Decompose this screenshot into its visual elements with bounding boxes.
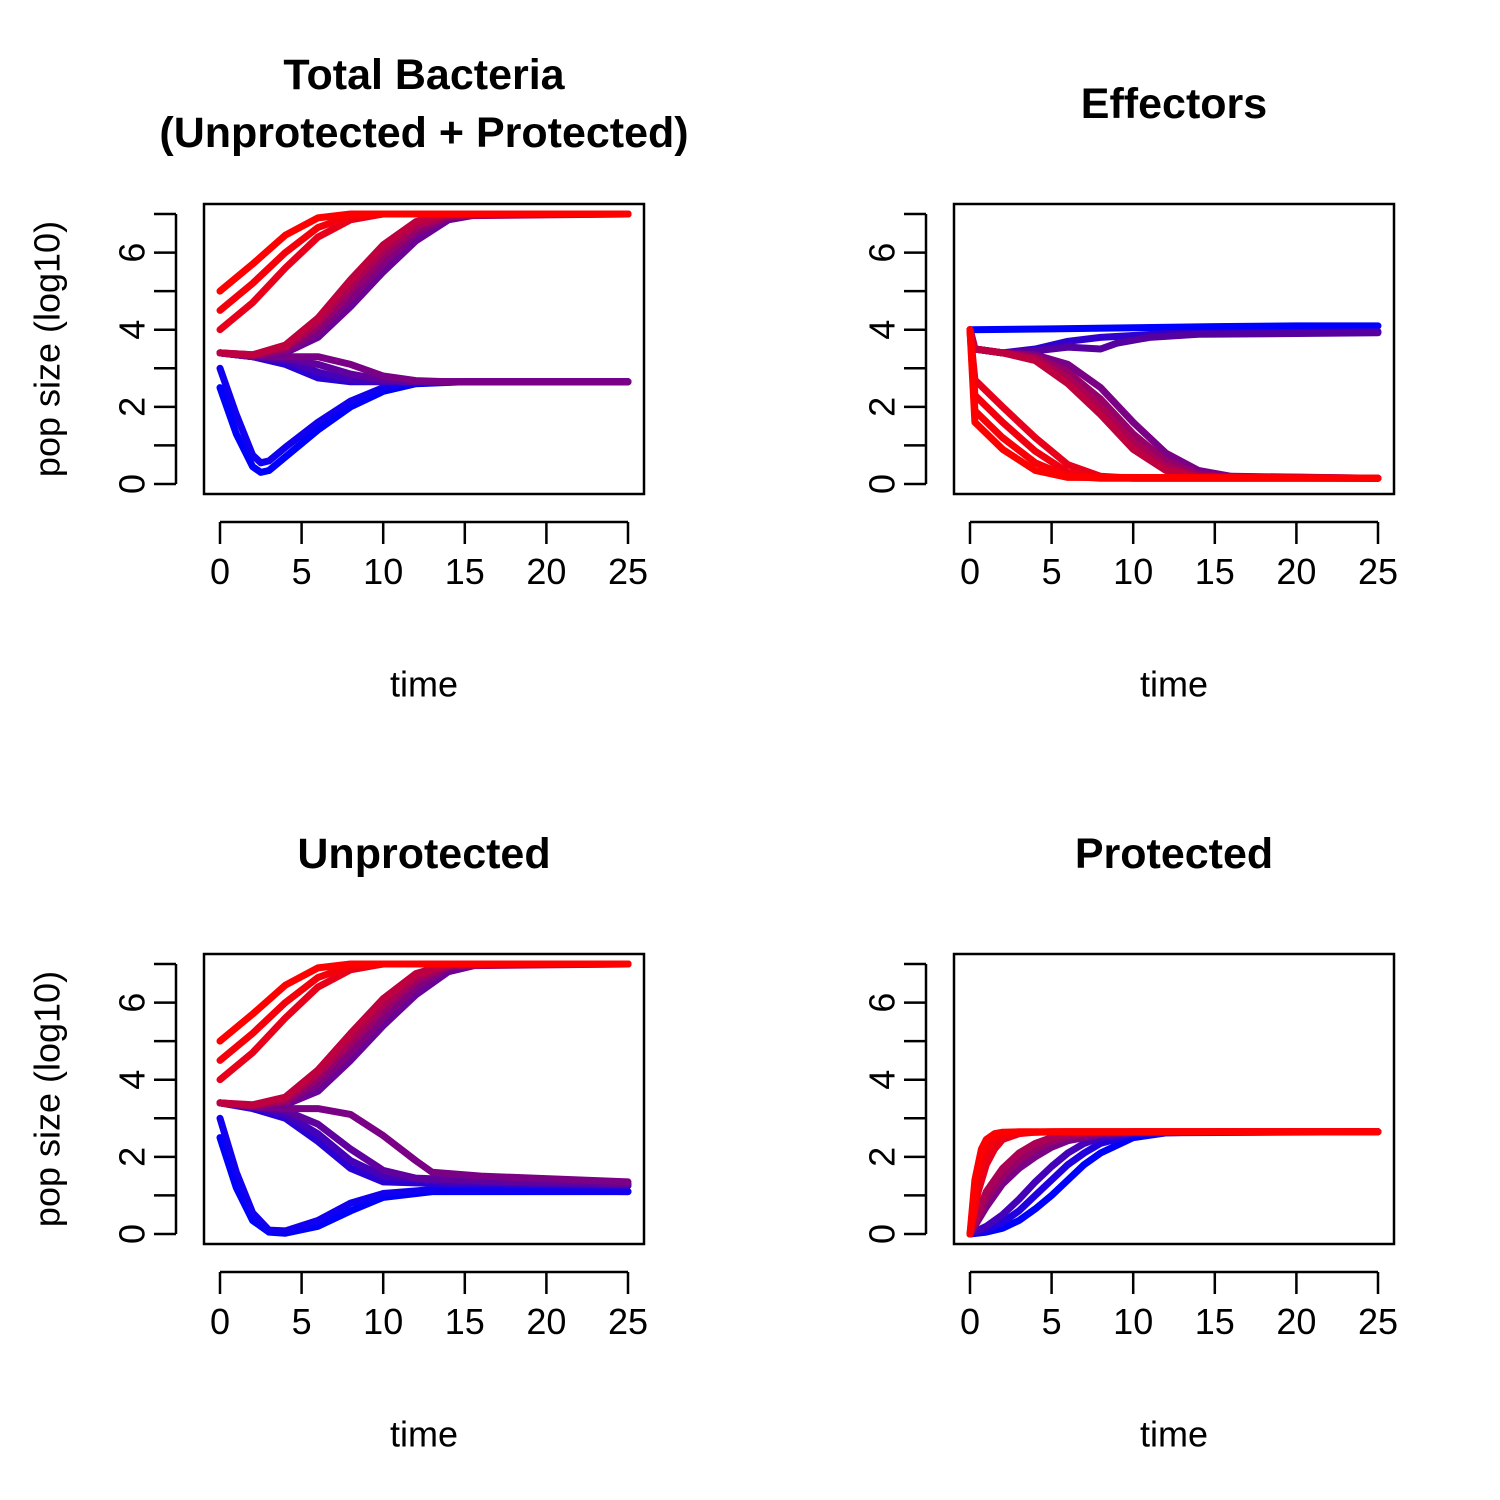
- x-axis-label: time: [390, 664, 458, 705]
- chart-panel-3: 0 5 10 15 20 25 0 2 4 6 Unprotected time pop size (l…: [27, 830, 649, 1455]
- x-axis-label: time: [1140, 1414, 1208, 1455]
- plot-frame: [202, 952, 646, 1246]
- x-tick-label: 20: [526, 551, 566, 592]
- panel-title: Total Bacteria: [283, 51, 565, 99]
- plot-frame: [202, 202, 646, 496]
- y-tick-label: 2: [862, 397, 903, 417]
- x-tick-label: 10: [363, 1301, 403, 1342]
- series-line-14: [216, 960, 632, 1045]
- y-tick-label: 4: [862, 320, 903, 340]
- chart-panel-1: 0 5 10 15 20 25 0 2 4 6 Total Bacteria (Unprotected…: [27, 51, 689, 705]
- y-axis-label: pop size (log10): [27, 971, 68, 1227]
- y-tick-label: 0: [862, 1224, 903, 1244]
- x-tick-label: 20: [1276, 551, 1316, 592]
- y-tick-label: 4: [112, 1070, 153, 1090]
- series-group: [966, 1128, 1382, 1238]
- series-group: [216, 210, 632, 476]
- x-tick-label: 20: [526, 1301, 566, 1342]
- chart-panel-2: 0 5 10 15 20 25 0 2 4 6 Effectors time: [862, 80, 1399, 705]
- plot-frame: [952, 952, 1396, 1246]
- y-axis-label: pop size (log10): [27, 221, 68, 477]
- panel-title: Unprotected: [297, 830, 550, 878]
- x-tick-label: 15: [445, 1301, 485, 1342]
- series-line-1: [966, 322, 1382, 334]
- x-tick-label: 10: [1113, 551, 1153, 592]
- y-tick-label: 6: [112, 993, 153, 1013]
- series-line-11: [966, 326, 1382, 482]
- chart-panel-4: 0 5 10 15 20 25 0 2 4 6 Protected time: [862, 830, 1399, 1455]
- plot-frame: [952, 202, 1396, 496]
- y-tick-label: 4: [112, 320, 153, 340]
- series-group: [966, 322, 1382, 482]
- x-tick-label: 15: [1195, 1301, 1235, 1342]
- series-line-6: [216, 349, 632, 386]
- x-axis-label: time: [1140, 664, 1208, 705]
- y-tick-label: 0: [112, 474, 153, 494]
- series-line-9: [966, 1128, 1382, 1238]
- x-tick-label: 0: [960, 551, 980, 592]
- x-tick-label: 5: [1042, 551, 1062, 592]
- x-tick-label: 25: [1358, 1301, 1398, 1342]
- x-axis-label: time: [390, 1414, 458, 1455]
- series-line-7: [966, 326, 1382, 482]
- panel-title: Effectors: [1081, 80, 1267, 128]
- x-tick-label: 0: [960, 1301, 980, 1342]
- x-tick-label: 0: [210, 551, 230, 592]
- y-tick-label: 4: [862, 1070, 903, 1090]
- x-tick-label: 10: [363, 551, 403, 592]
- x-tick-label: 10: [1113, 1301, 1153, 1342]
- series-line-1: [216, 378, 632, 476]
- y-tick-label: 6: [862, 243, 903, 263]
- x-tick-label: 25: [608, 1301, 648, 1342]
- x-tick-label: 15: [445, 551, 485, 592]
- series-line-14: [216, 210, 632, 295]
- y-tick-label: 2: [112, 397, 153, 417]
- x-tick-label: 20: [1276, 1301, 1316, 1342]
- x-tick-label: 25: [1358, 551, 1398, 592]
- x-tick-label: 5: [1042, 1301, 1062, 1342]
- panel-title: Protected: [1075, 830, 1273, 878]
- y-tick-label: 6: [112, 243, 153, 263]
- y-tick-label: 6: [862, 993, 903, 1013]
- series-group: [216, 960, 632, 1237]
- series-line-3: [966, 326, 1382, 357]
- x-tick-label: 5: [292, 1301, 312, 1342]
- y-tick-label: 0: [112, 1224, 153, 1244]
- x-tick-label: 0: [210, 1301, 230, 1342]
- panel-title: (Unprotected + Protected): [159, 109, 688, 157]
- x-tick-label: 15: [1195, 551, 1235, 592]
- x-tick-label: 5: [292, 551, 312, 592]
- series-line-2: [216, 1114, 632, 1235]
- y-tick-label: 2: [112, 1147, 153, 1167]
- series-line-4: [216, 1099, 632, 1189]
- y-tick-label: 2: [862, 1147, 903, 1167]
- x-tick-label: 25: [608, 551, 648, 592]
- y-tick-label: 0: [862, 474, 903, 494]
